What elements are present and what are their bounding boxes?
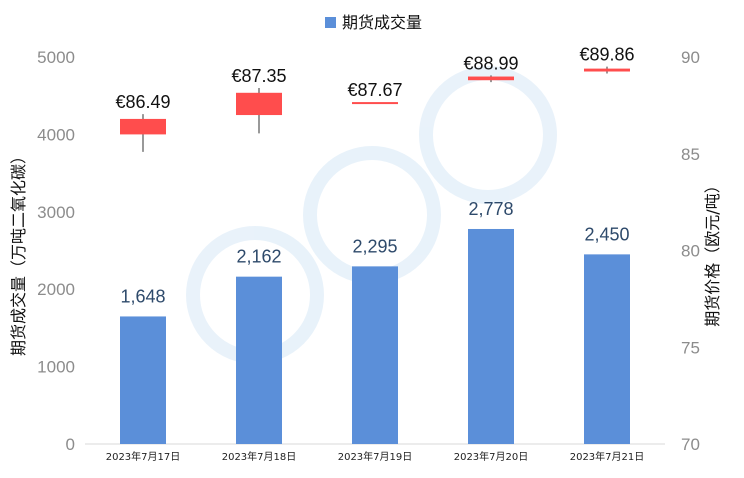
candle-body bbox=[584, 68, 630, 72]
candle-body bbox=[468, 76, 514, 81]
bar-value-label: 1,648 bbox=[120, 286, 165, 306]
y-left-tick-label: 2000 bbox=[37, 280, 75, 299]
y-left-tick-label: 0 bbox=[66, 435, 75, 454]
x-tick-label: 2023年7月20日 bbox=[454, 450, 529, 463]
price-label: €89.86 bbox=[579, 45, 634, 65]
y-left-ticks: 0 1000 2000 3000 4000 5000 bbox=[37, 48, 75, 454]
y-right-tick-label: 70 bbox=[681, 435, 700, 454]
y-left-axis-title: 期货成交量（万吨二氧化碳） bbox=[9, 148, 28, 356]
x-axis-ticks: 2023年7月17日 2023年7月18日 2023年7月19日 2023年7月20日… bbox=[106, 450, 645, 463]
bar bbox=[236, 276, 282, 444]
price-label: €86.49 bbox=[115, 92, 170, 112]
bar-value-label: 2,778 bbox=[468, 199, 513, 219]
y-right-tick-label: 75 bbox=[681, 338, 700, 357]
y-right-tick-label: 85 bbox=[681, 145, 700, 164]
legend-swatch bbox=[325, 17, 336, 28]
y-right-axis-title: 期货价格（欧元/吨） bbox=[703, 177, 722, 326]
candle-body bbox=[352, 102, 398, 105]
x-tick-label: 2023年7月17日 bbox=[106, 450, 181, 463]
bar-value-label: 2,450 bbox=[584, 224, 629, 244]
bar-value-label: 2,295 bbox=[352, 236, 397, 256]
y-left-tick-label: 3000 bbox=[37, 203, 75, 222]
y-left-tick-label: 1000 bbox=[37, 358, 75, 377]
price-label: €87.35 bbox=[231, 66, 286, 86]
y-right-tick-label: 90 bbox=[681, 48, 700, 67]
bars bbox=[120, 228, 630, 444]
bar-labels: 1,648 2,162 2,295 2,778 2,450 bbox=[120, 199, 629, 306]
legend-label: 期货成交量 bbox=[342, 13, 422, 32]
bar bbox=[468, 228, 514, 444]
price-label: €87.67 bbox=[347, 80, 402, 100]
legend: 期货成交量 bbox=[325, 13, 422, 32]
price-label: €88.99 bbox=[463, 53, 518, 73]
x-tick-label: 2023年7月21日 bbox=[570, 450, 645, 463]
candle-body bbox=[120, 118, 166, 135]
bar bbox=[584, 254, 630, 444]
bar bbox=[352, 266, 398, 444]
y-left-tick-label: 4000 bbox=[37, 125, 75, 144]
x-tick-label: 2023年7月19日 bbox=[338, 450, 413, 463]
y-right-ticks: 70 75 80 85 90 bbox=[681, 48, 700, 454]
bar-value-label: 2,162 bbox=[236, 247, 281, 267]
y-left-tick-label: 5000 bbox=[37, 48, 75, 67]
price-labels: €86.49 €87.35 €87.67 €88.99 €89.86 bbox=[115, 45, 634, 112]
bar bbox=[120, 316, 166, 444]
candle-body bbox=[236, 92, 282, 116]
y-right-tick-label: 80 bbox=[681, 242, 700, 261]
candles bbox=[120, 66, 630, 152]
x-tick-label: 2023年7月18日 bbox=[222, 450, 297, 463]
